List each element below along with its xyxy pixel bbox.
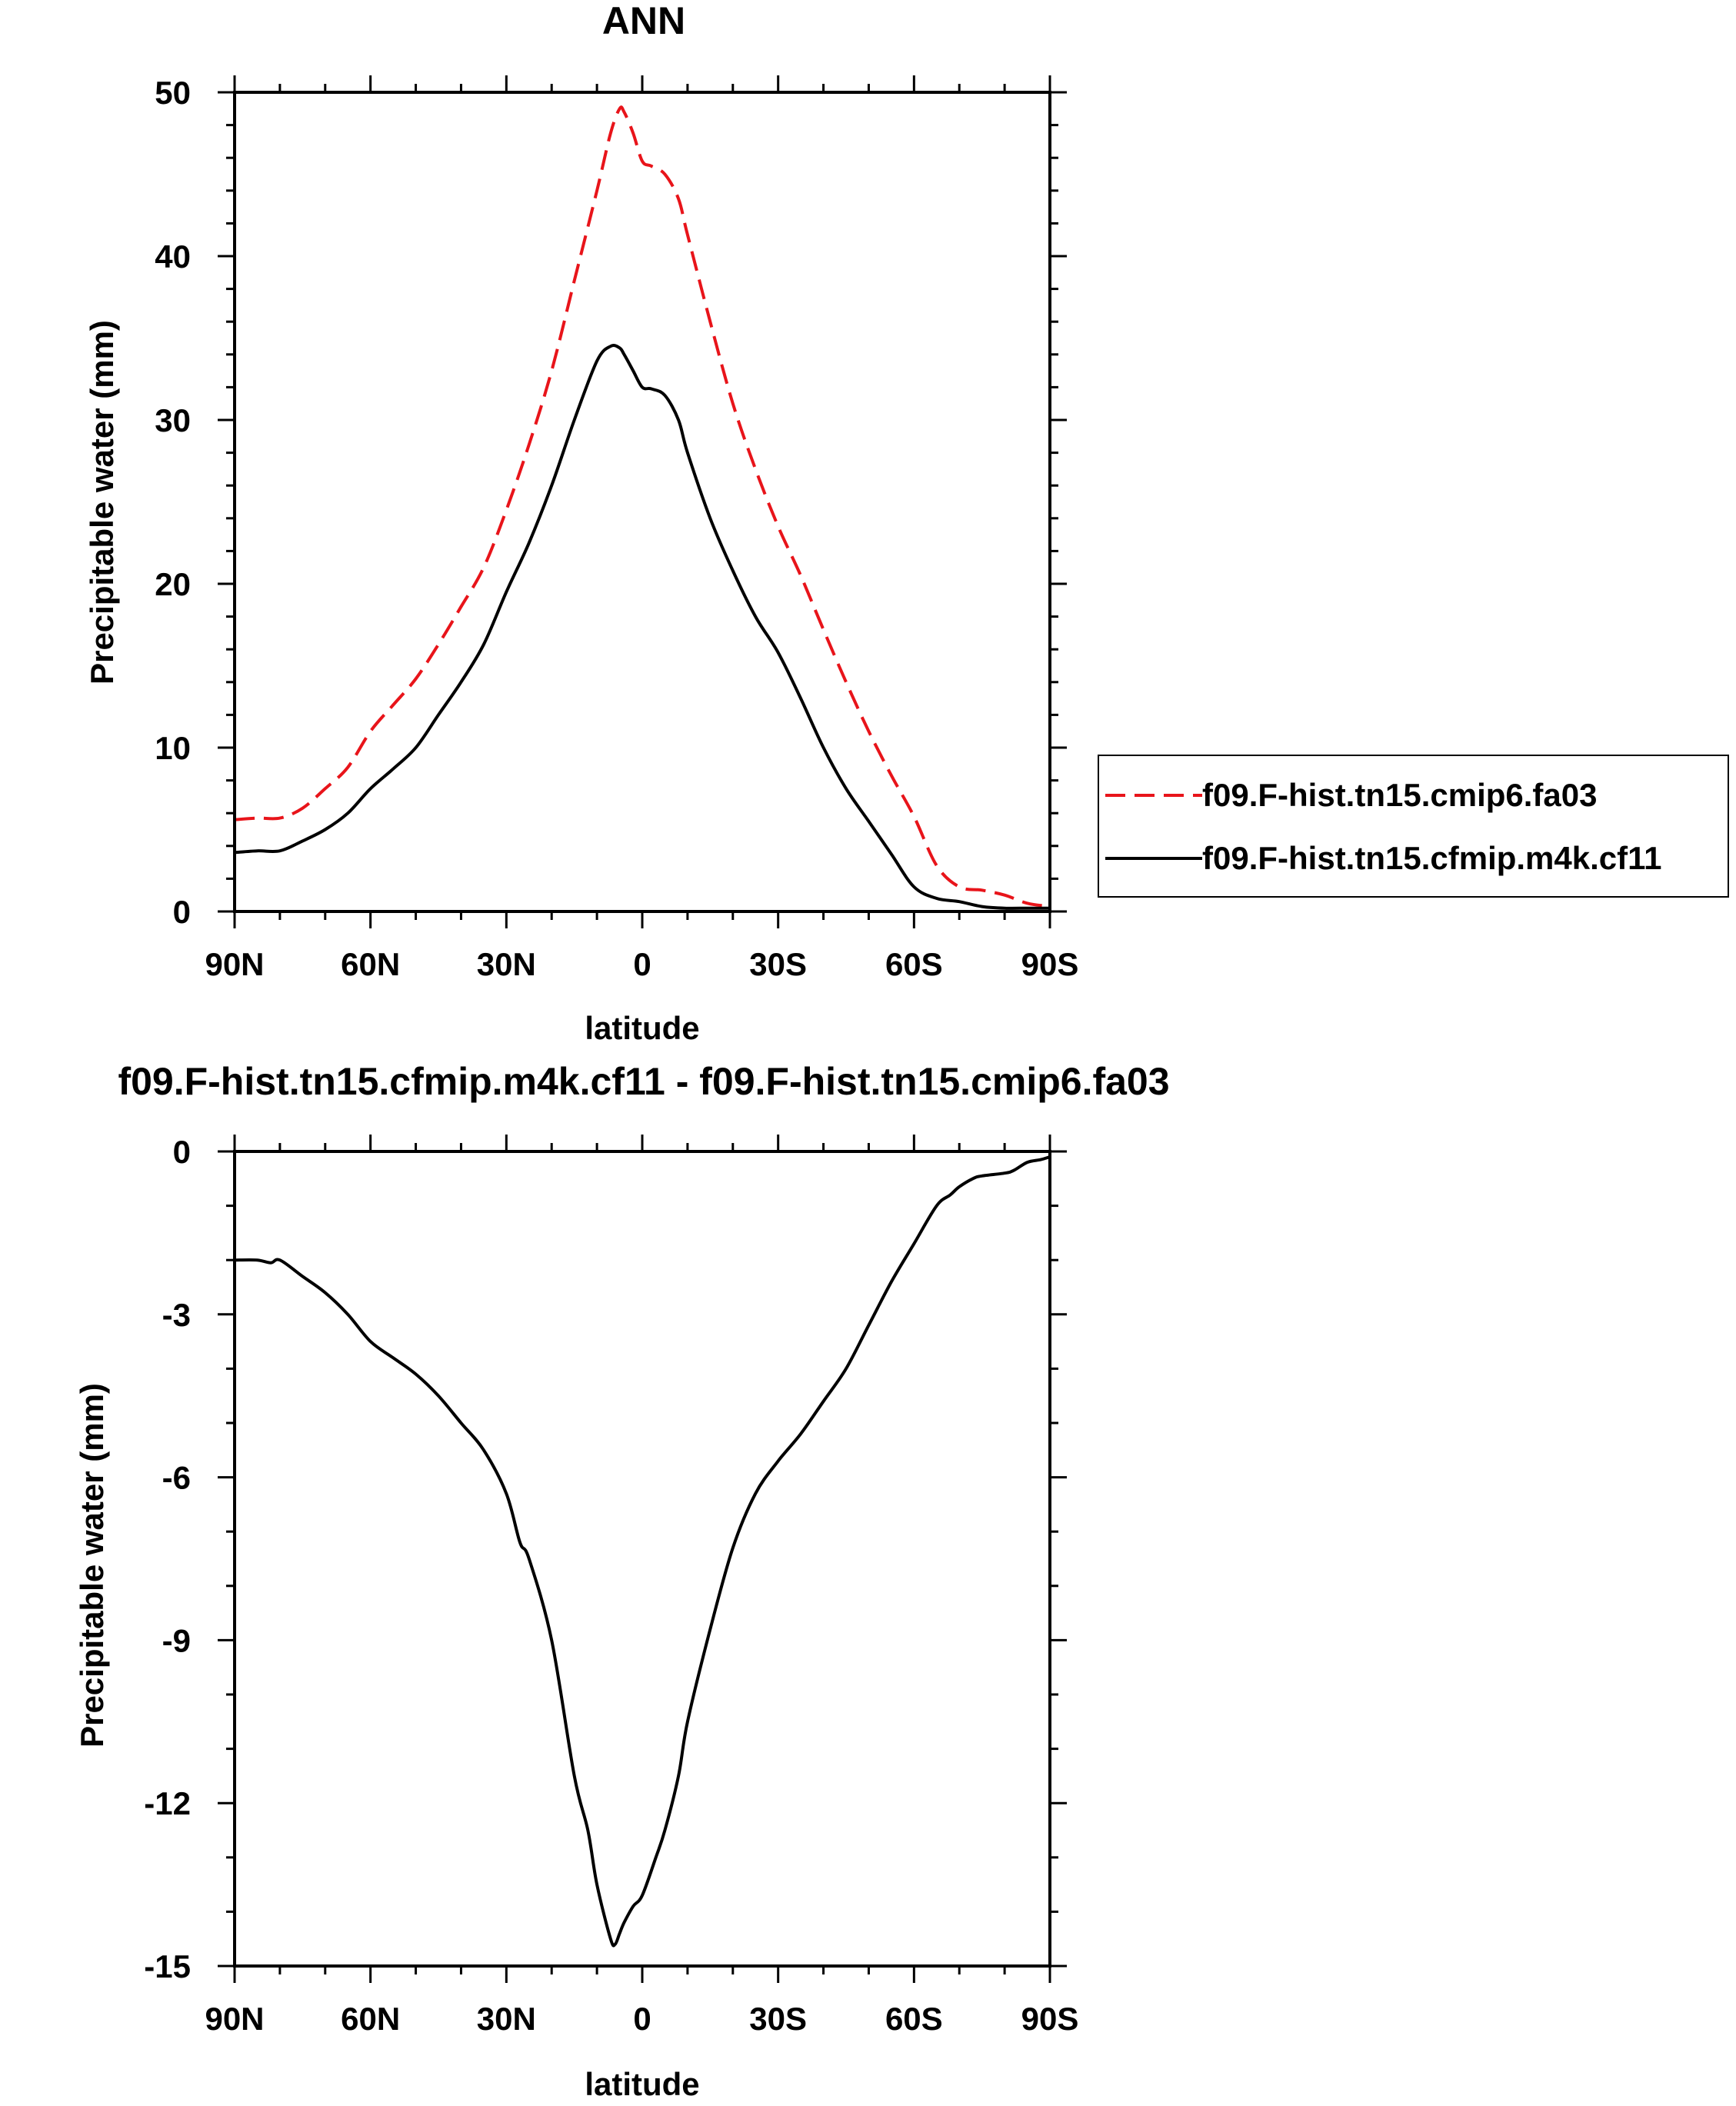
x-tick-label: 60S — [885, 2001, 943, 2037]
y-tick-label: -3 — [162, 1297, 191, 1333]
y-tick-label: -12 — [144, 1785, 191, 1821]
y-tick-label: 10 — [155, 730, 191, 766]
x-tick-label: 60N — [341, 2001, 400, 2037]
y-tick-label: 50 — [155, 75, 191, 111]
x-tick-label: 30S — [749, 946, 807, 982]
y-tick-label: 40 — [155, 238, 191, 275]
y-tick-label: 20 — [155, 566, 191, 602]
top-chart-title: ANN — [602, 0, 685, 42]
x-tick-label: 0 — [633, 2001, 651, 2037]
legend-label-cmip6: f09.F-hist.tn15.cmip6.fa03 — [1202, 777, 1598, 813]
y-tick-label: 0 — [173, 1134, 191, 1170]
top-y-axis-label: Precipitable water (mm) — [84, 320, 120, 685]
bottom-plot-frame — [233, 1150, 1051, 1968]
y-tick-label: -15 — [144, 1948, 191, 1984]
series-line-0 — [234, 1155, 1051, 1948]
x-tick-label: 0 — [633, 946, 651, 982]
x-tick-label: 90N — [205, 2001, 264, 2037]
x-tick-label: 30S — [749, 2001, 807, 2037]
y-tick-label: -6 — [162, 1460, 191, 1496]
x-tick-label: 60N — [341, 946, 400, 982]
bottom-tick-labels: 90N 60N 30N 0 30S 60S 90S 0 -3 -6 -9 -12 -15 — [144, 1134, 1078, 2037]
x-tick-label: 30N — [477, 2001, 536, 2037]
series-line-1 — [234, 344, 1050, 910]
x-tick-label: 60S — [885, 946, 943, 982]
series-line-0 — [234, 105, 1051, 908]
top-panel: ANN 90N 60N 30N 0 30S 60S 90S 0 10 20 30 40 50 latit… — [84, 0, 1729, 1046]
bottom-series-lines — [234, 1155, 1051, 1948]
x-tick-label: 90S — [1021, 946, 1079, 982]
legend-box — [1098, 755, 1729, 898]
y-tick-label: -9 — [162, 1622, 191, 1658]
bottom-x-axis-label: latitude — [585, 2066, 699, 2102]
top-x-axis-label: latitude — [585, 1010, 699, 1046]
x-tick-label: 90N — [205, 946, 264, 982]
top-axis-ticks — [218, 75, 1067, 928]
bottom-y-axis-label: Precipitable water (mm) — [74, 1383, 110, 1748]
bottom-chart-title: f09.F-hist.tn15.cfmip.m4k.cf11 - f09.F-h… — [118, 1060, 1169, 1103]
bottom-panel: f09.F-hist.tn15.cfmip.m4k.cf11 - f09.F-h… — [74, 1060, 1170, 2102]
top-series-lines — [234, 105, 1051, 910]
legend-label-m4k: f09.F-hist.tn15.cfmip.m4k.cf11 — [1202, 840, 1662, 876]
top-tick-labels: 90N 60N 30N 0 30S 60S 90S 0 10 20 30 40 50 — [155, 75, 1078, 982]
x-tick-label: 30N — [477, 946, 536, 982]
legend: f09.F-hist.tn15.cmip6.fa03 f09.F-hist.tn… — [1098, 755, 1729, 898]
top-plot-frame — [233, 91, 1051, 913]
bottom-axis-ticks — [218, 1135, 1067, 1983]
x-tick-label: 90S — [1021, 2001, 1079, 2037]
y-tick-label: 30 — [155, 402, 191, 438]
y-tick-label: 0 — [173, 894, 191, 930]
